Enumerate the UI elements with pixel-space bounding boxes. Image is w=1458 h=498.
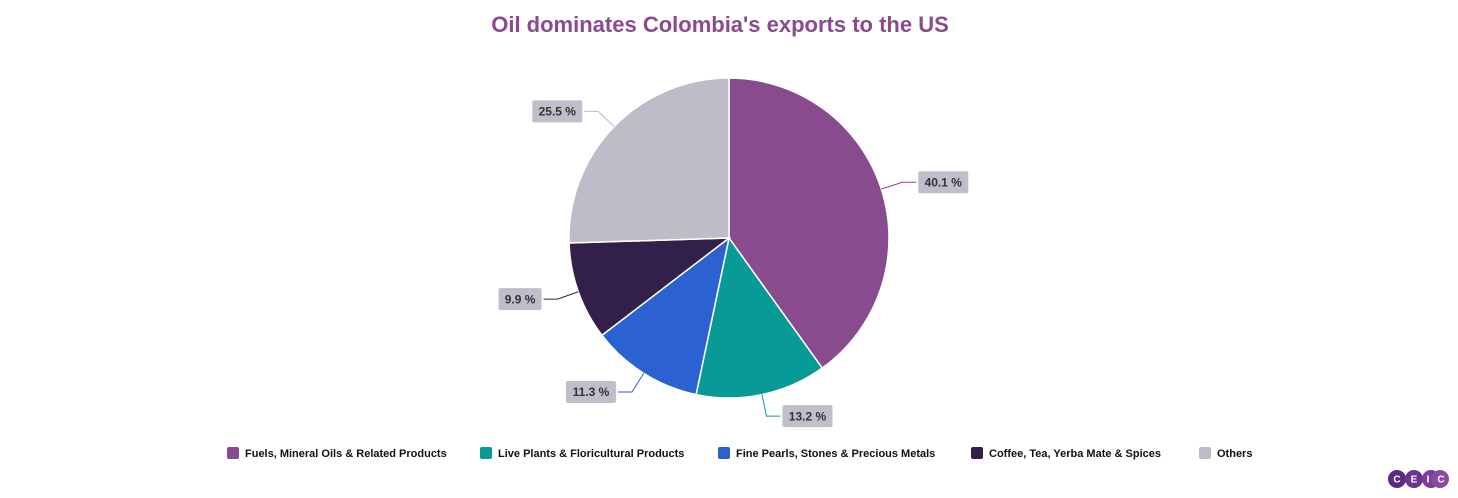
legend-label: Others (1217, 448, 1252, 460)
pie-slice (568, 237, 732, 337)
legend-label: Fuels, Mineral Oils & Related Products (245, 448, 447, 460)
leader-line (881, 181, 917, 190)
legend-label: Coffee, Tea, Yerba Mate & Spices (989, 448, 1161, 460)
value-label-box (782, 405, 833, 428)
pie-slice (695, 236, 824, 399)
pie-slice (728, 77, 890, 370)
leader-line (543, 291, 579, 300)
legend-label: Live Plants & Floricultural Products (498, 448, 684, 460)
leader-line (761, 394, 781, 417)
value-label-box (532, 100, 583, 123)
value-label: 13.2 % (789, 409, 827, 423)
value-label-box (498, 288, 542, 311)
logo-circle (1405, 470, 1423, 488)
pie-slice (568, 77, 730, 244)
logo-circle (1388, 470, 1406, 488)
legend-label: Fine Pearls, Stones & Precious Metals (736, 448, 935, 460)
legend-swatch (1199, 447, 1211, 459)
pie-slice (600, 236, 731, 396)
value-label: 25.5 % (539, 105, 577, 119)
logo: C E I C (1388, 470, 1449, 488)
logo-circle (1431, 470, 1449, 488)
legend-swatch (227, 447, 239, 459)
value-label-box (565, 380, 616, 403)
legend-swatch (480, 447, 492, 459)
value-label: 9.9 % (505, 292, 536, 306)
legend-swatch (971, 447, 983, 459)
logo-letter: E (1411, 475, 1418, 486)
leader-line (617, 373, 645, 393)
logo-letter: C (1437, 475, 1444, 486)
value-label: 40.1 % (925, 175, 963, 189)
value-label-box (918, 171, 969, 194)
leader-line (584, 110, 615, 128)
legend-swatch (718, 447, 730, 459)
value-label: 11.3 % (573, 385, 610, 399)
chart-title: Oil dominates Colombia's exports to the … (491, 12, 949, 37)
logo-letter: I (1427, 475, 1430, 486)
logo-letter: C (1393, 475, 1400, 486)
